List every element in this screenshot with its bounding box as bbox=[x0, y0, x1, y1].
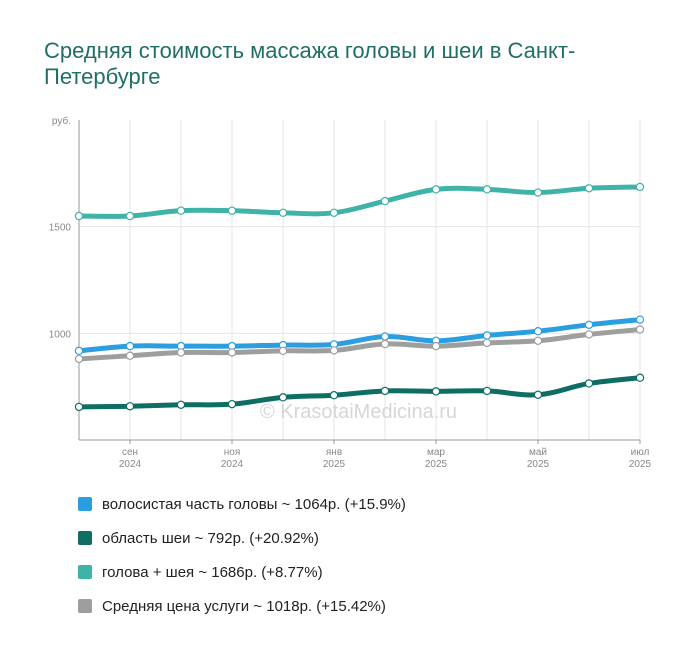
x-tick-year: 2024 bbox=[119, 459, 142, 470]
x-tick-label: ноя bbox=[224, 447, 241, 458]
data-point bbox=[482, 386, 492, 396]
data-point bbox=[533, 336, 543, 345]
legend-label: голова + шея ~ 1686р. (+8.77%) bbox=[102, 563, 323, 581]
data-point bbox=[176, 348, 186, 357]
data-point bbox=[278, 208, 288, 217]
data-point bbox=[431, 387, 441, 396]
y-tick-label: 1500 bbox=[49, 223, 72, 234]
watermark: © KrasotaiMedicina.ru bbox=[260, 401, 457, 423]
x-tick-year: 2025 bbox=[425, 459, 448, 470]
data-point bbox=[74, 354, 84, 364]
legend-item-scalp[interactable]: волосистая часть головы ~ 1064р. (+15.9%… bbox=[78, 487, 406, 521]
legend-swatch bbox=[78, 531, 92, 545]
legend-item-neck[interactable]: область шеи ~ 792р. (+20.92%) bbox=[78, 521, 406, 555]
data-point bbox=[380, 332, 390, 341]
x-tick-year: 2024 bbox=[221, 459, 244, 470]
chart-title: Средняя стоимость массажа головы и шеи в… bbox=[44, 38, 576, 89]
data-point bbox=[380, 339, 390, 349]
data-point bbox=[125, 211, 135, 221]
x-tick-label: май bbox=[529, 447, 547, 458]
data-point bbox=[125, 341, 135, 351]
data-point bbox=[584, 379, 594, 388]
data-point bbox=[482, 331, 492, 340]
x-tick-year: 2025 bbox=[527, 459, 550, 470]
series-line bbox=[76, 184, 643, 219]
data-point bbox=[380, 196, 390, 206]
data-point bbox=[74, 402, 84, 412]
data-point bbox=[635, 182, 645, 192]
x-tick-label: июл bbox=[631, 447, 650, 458]
data-point bbox=[431, 185, 441, 194]
x-tick-label: янв bbox=[326, 447, 342, 458]
data-point bbox=[380, 386, 390, 396]
legend-swatch bbox=[78, 565, 92, 579]
data-point bbox=[533, 390, 543, 399]
legend: волосистая часть головы ~ 1064р. (+15.9%… bbox=[78, 487, 406, 623]
data-point bbox=[74, 346, 84, 356]
data-point bbox=[176, 206, 186, 215]
data-point bbox=[278, 393, 288, 402]
data-point bbox=[482, 185, 492, 194]
legend-item-average[interactable]: Средняя цена услуги ~ 1018р. (+15.42%) bbox=[78, 589, 406, 623]
data-point bbox=[635, 373, 645, 382]
series-line bbox=[76, 317, 643, 354]
data-point bbox=[74, 211, 84, 221]
data-point bbox=[431, 341, 441, 351]
series-line bbox=[76, 326, 643, 362]
legend-label: Средняя цена услуги ~ 1018р. (+15.42%) bbox=[102, 597, 386, 615]
x-tick-year: 2025 bbox=[629, 459, 652, 470]
data-point bbox=[176, 400, 186, 409]
x-tick-label: сен bbox=[122, 447, 138, 458]
legend-label: область шеи ~ 792р. (+20.92%) bbox=[102, 529, 319, 547]
series-line bbox=[76, 375, 643, 410]
x-tick-label: мар bbox=[427, 447, 445, 458]
y-axis-unit: руб. bbox=[52, 115, 71, 127]
data-point bbox=[635, 325, 645, 334]
data-point bbox=[533, 188, 543, 197]
legend-swatch bbox=[78, 599, 92, 613]
x-tick-year: 2025 bbox=[323, 459, 346, 470]
data-point bbox=[329, 346, 339, 355]
data-point bbox=[584, 320, 594, 329]
legend-item-head-neck[interactable]: голова + шея ~ 1686р. (+8.77%) bbox=[78, 555, 406, 589]
data-point bbox=[227, 348, 237, 357]
data-point bbox=[533, 327, 543, 336]
y-tick-label: 1000 bbox=[49, 329, 72, 340]
data-point bbox=[125, 351, 135, 360]
data-point bbox=[584, 330, 594, 339]
legend-swatch bbox=[78, 497, 92, 511]
data-point bbox=[329, 208, 339, 217]
data-point bbox=[482, 338, 492, 348]
line-chart: © KrasotaiMedicina.ru 10001500руб.сен202… bbox=[49, 115, 652, 470]
data-point bbox=[227, 206, 237, 215]
data-point bbox=[227, 399, 237, 409]
data-point bbox=[278, 346, 288, 356]
legend-label: волосистая часть головы ~ 1064р. (+15.9%… bbox=[102, 495, 406, 513]
data-point bbox=[584, 184, 594, 193]
data-point bbox=[125, 402, 135, 411]
data-point bbox=[329, 391, 339, 400]
data-point bbox=[635, 315, 645, 324]
